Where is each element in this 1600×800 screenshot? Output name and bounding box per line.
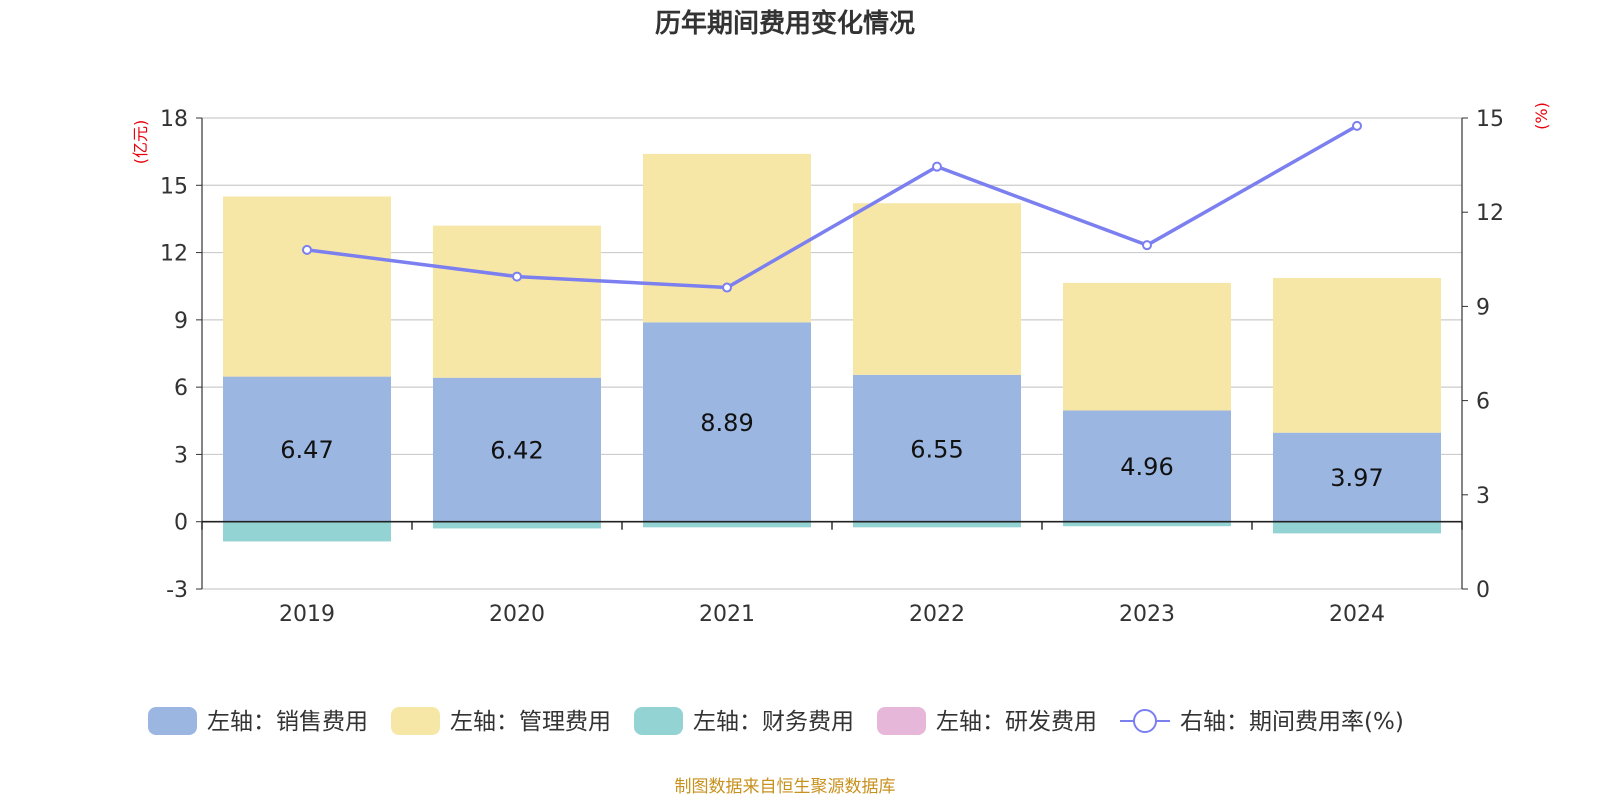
bar-value-label: 6.42 <box>490 437 543 465</box>
legend-swatch <box>634 707 683 735</box>
bar-segment <box>643 322 811 522</box>
legend-item: 右轴：期间费用率(%) <box>1120 709 1404 735</box>
axes: -3 0 3 6 9 12 15 18 0 3 6 9 12 15 (亿元) (%) 2019 2020 2021 2… <box>131 102 1551 627</box>
x-axis-tick-label: 2020 <box>489 602 545 627</box>
legend-item: 左轴：财务费用 <box>634 707 854 735</box>
bar-value-label: 6.55 <box>910 435 963 463</box>
right-axis-tick-label: 3 <box>1476 484 1490 509</box>
bar-segment <box>853 521 1021 528</box>
bar-segment <box>223 521 391 542</box>
rate-point <box>932 161 942 172</box>
right-axis-tick-label: 9 <box>1476 295 1490 320</box>
left-axis-tick-label: -3 <box>166 578 188 603</box>
legend-label: 左轴：销售费用 <box>207 709 368 735</box>
legend-swatch <box>877 707 926 735</box>
left-axis-tick-label: 0 <box>174 511 188 536</box>
legend-item: 左轴：管理费用 <box>391 707 611 735</box>
left-axis-tick-label: 12 <box>160 242 188 267</box>
x-axis-tick-label: 2024 <box>1329 602 1385 627</box>
legend-swatch <box>148 707 197 735</box>
left-axis-tick-label: 3 <box>174 443 188 468</box>
data-labels: 6.47 6.42 8.89 6.55 4.96 3.97 <box>280 409 1383 492</box>
rate-point <box>722 282 732 293</box>
legend-label: 左轴：财务费用 <box>693 709 854 735</box>
bar-segment <box>223 196 391 377</box>
bar-segment <box>1273 277 1441 433</box>
rate-point <box>512 271 522 282</box>
right-axis-unit: (%) <box>1532 102 1551 130</box>
bar-segment <box>1273 432 1441 522</box>
legend-label: 左轴：管理费用 <box>450 709 611 735</box>
bar-value-label: 6.47 <box>280 436 333 464</box>
bar-segment <box>643 153 811 323</box>
bar-segment <box>433 377 601 522</box>
left-axis-unit: (亿元) <box>131 120 150 165</box>
left-axis-tick-label: 15 <box>160 174 188 199</box>
bar-segment <box>1063 282 1231 411</box>
chart-title: 历年期间费用变化情况 <box>655 8 915 39</box>
rate-line <box>302 120 1362 293</box>
right-axis-tick-label: 0 <box>1476 578 1490 603</box>
bar-segment <box>1063 521 1231 527</box>
x-axis-tick-label: 2021 <box>699 602 755 627</box>
legend-item: 左轴：研发费用 <box>877 707 1097 735</box>
bar-segment <box>1273 521 1441 534</box>
legend-item: 左轴：销售费用 <box>148 707 368 735</box>
rate-line-path <box>306 124 1358 290</box>
legend-swatch <box>391 707 440 735</box>
rate-point <box>1352 120 1362 131</box>
rate-point <box>1142 240 1152 251</box>
bar-value-label: 3.97 <box>1330 464 1383 492</box>
legend-label: 右轴：期间费用率(%) <box>1180 709 1404 735</box>
right-axis-tick-label: 15 <box>1476 107 1504 132</box>
bar-value-label: 4.96 <box>1120 453 1173 481</box>
legend-label: 左轴：研发费用 <box>936 709 1097 735</box>
gridlines <box>202 117 1462 590</box>
legend-marker <box>1133 709 1157 733</box>
bars <box>223 153 1441 542</box>
bar-segment <box>433 225 601 378</box>
bar-segment <box>223 376 391 522</box>
right-axis-tick-label: 6 <box>1476 390 1490 415</box>
bar-segment <box>433 521 601 529</box>
bar-segment <box>853 374 1021 522</box>
x-axis-tick-label: 2019 <box>279 602 335 627</box>
legend: 左轴：销售费用 左轴：管理费用 左轴：财务费用 左轴：研发费用 右轴：期间费用率(%) <box>148 707 1404 735</box>
bar-segment <box>1063 410 1231 522</box>
rate-point <box>302 244 312 255</box>
left-axis-tick-label: 6 <box>174 376 188 401</box>
x-axis-tick-label: 2022 <box>909 602 965 627</box>
bar-segment <box>643 521 811 528</box>
left-axis-tick-label: 9 <box>174 309 188 334</box>
left-axis-tick-label: 18 <box>160 107 188 132</box>
source-note: 制图数据来自恒生聚源数据库 <box>675 777 896 797</box>
right-axis-tick-label: 12 <box>1476 201 1504 226</box>
bar-value-label: 8.89 <box>700 409 753 437</box>
x-axis-tick-label: 2023 <box>1119 602 1175 627</box>
bar-segment <box>853 203 1021 375</box>
